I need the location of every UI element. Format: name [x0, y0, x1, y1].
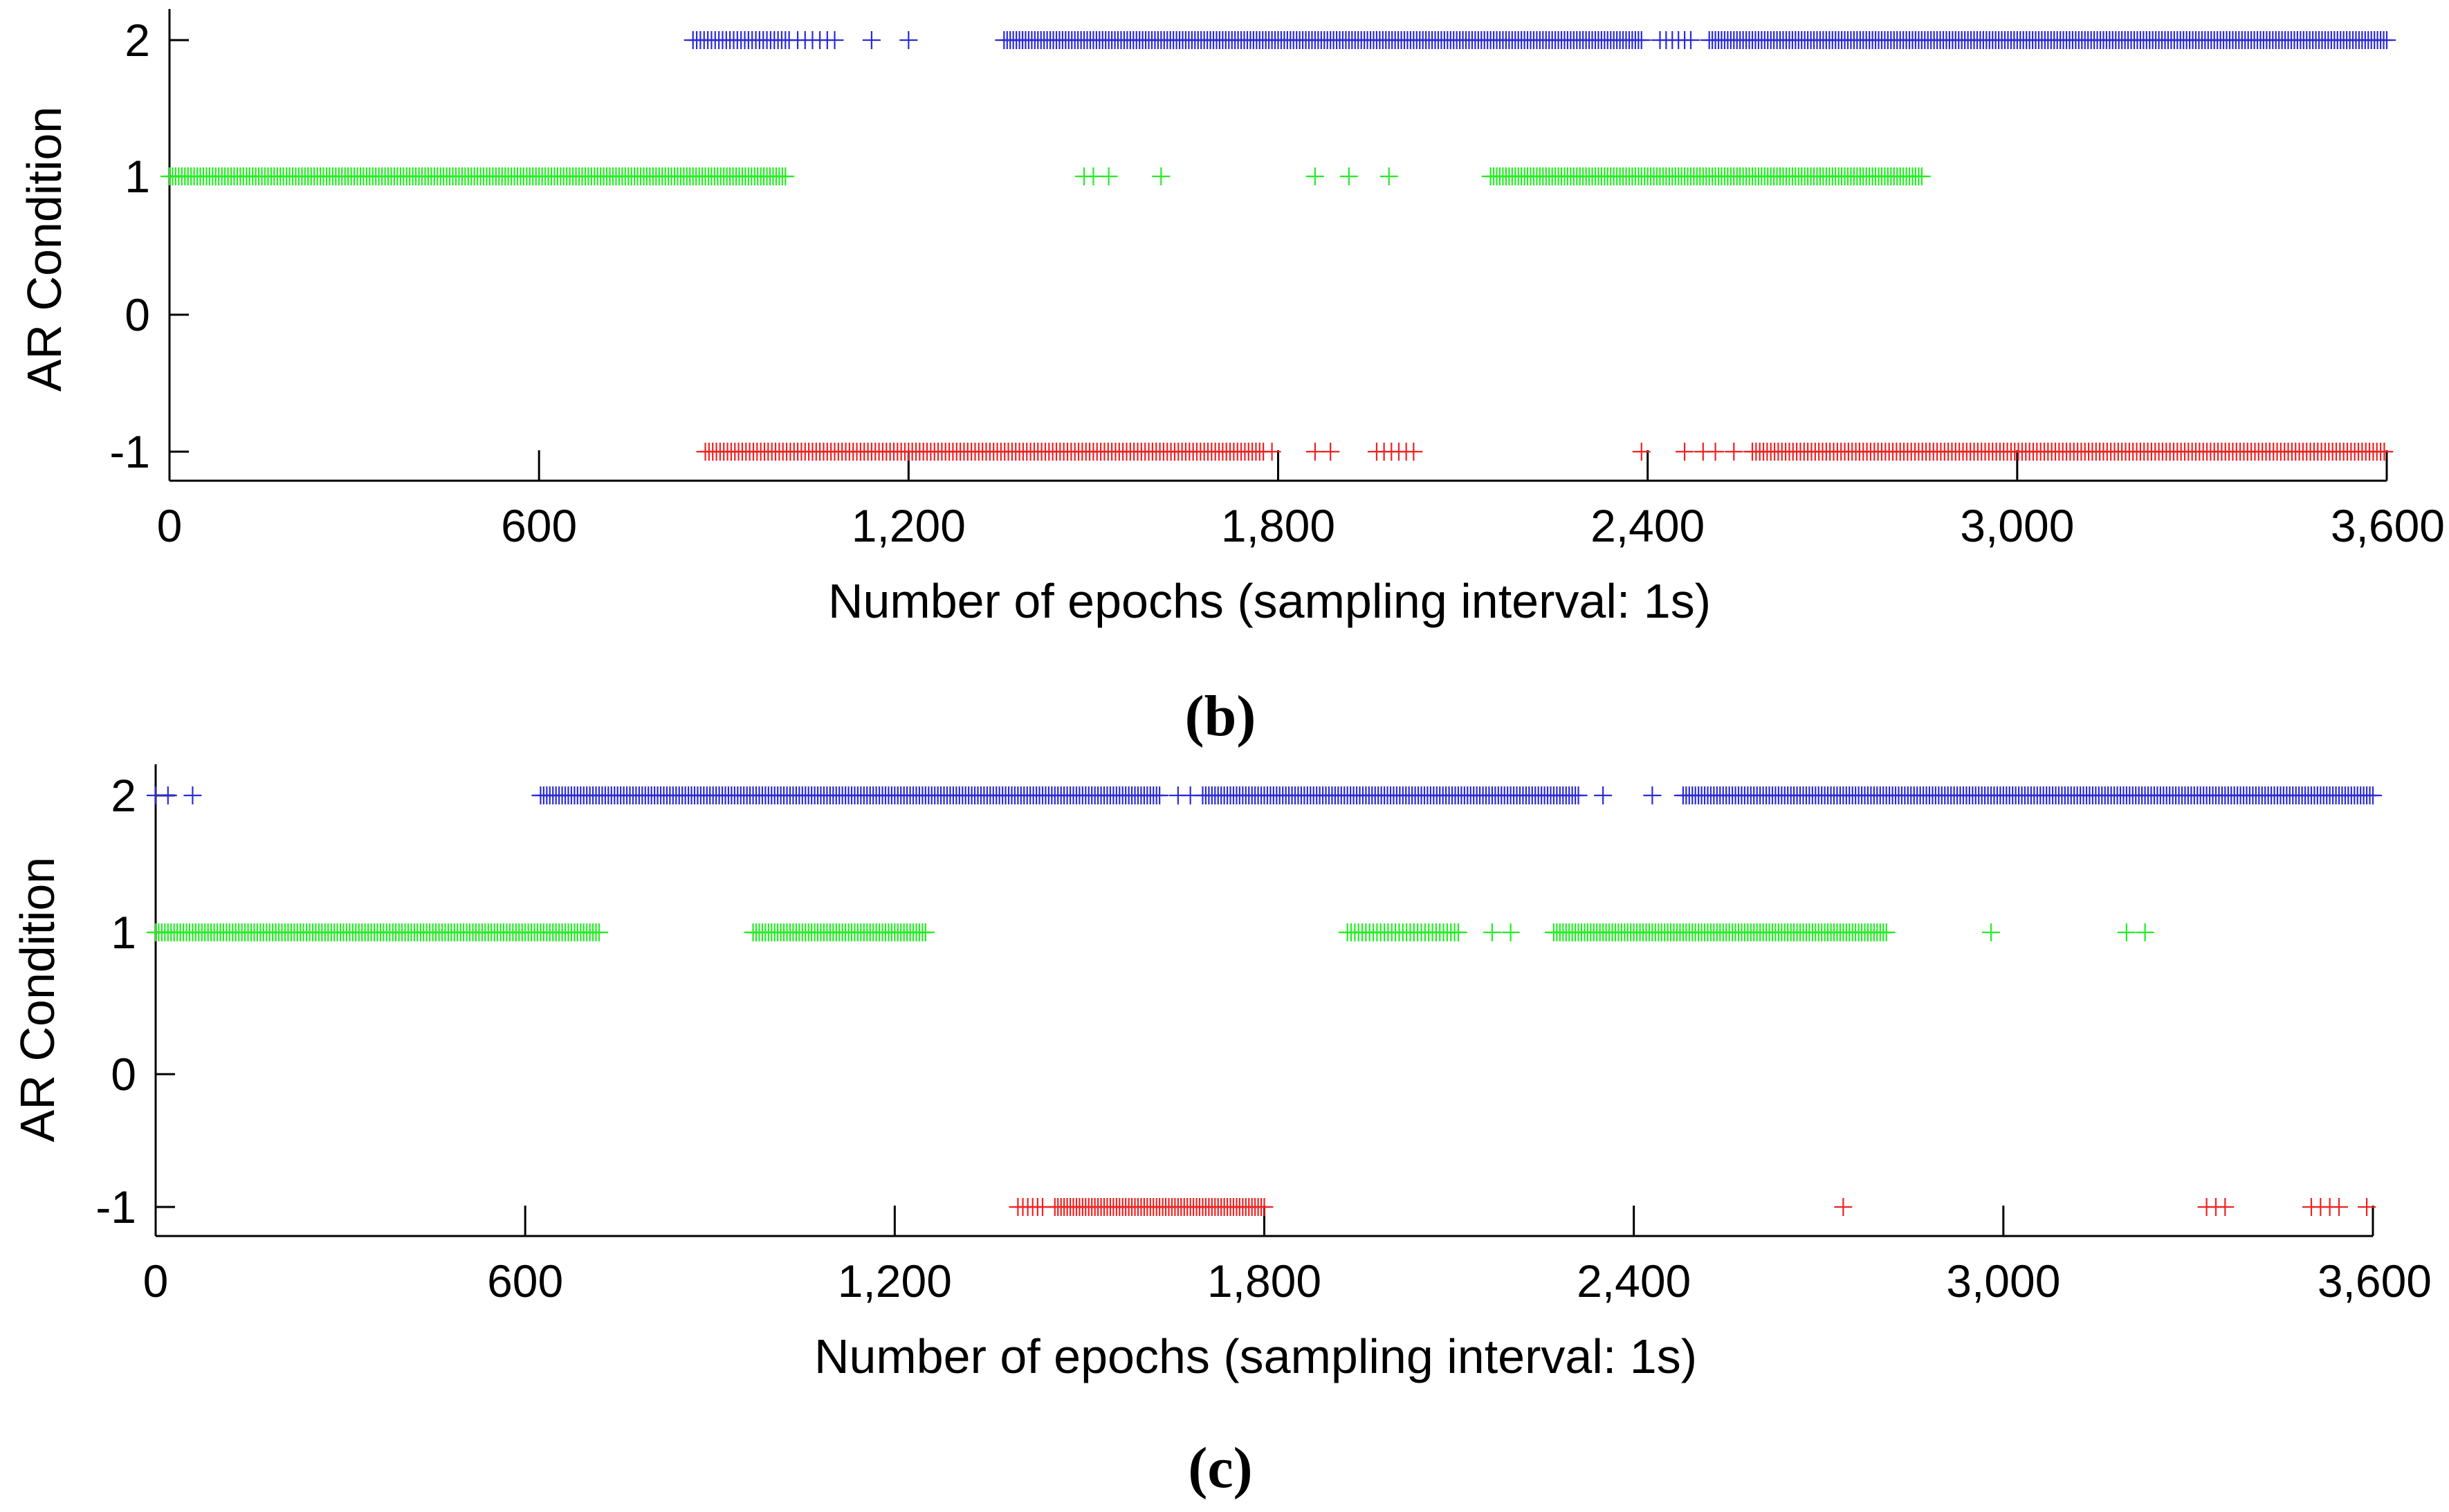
caption-paren-close-b: ) — [1236, 684, 1256, 748]
marker-b-0-469 — [899, 31, 918, 49]
marker-c-0-201 — [1150, 786, 1169, 804]
y-tick-label-c-3: -1 — [95, 1181, 136, 1233]
x-tick-label-b-3: 1,800 — [1221, 500, 1335, 551]
marker-c-2-75 — [1834, 1198, 1853, 1216]
series-c-1 — [147, 923, 2154, 941]
marker-b-1-346 — [1305, 167, 1324, 185]
marker-c-0-549 — [2364, 786, 2382, 804]
plot-area-c: 210-10 600 1,200 1,800 2,400 3,000 3,600 — [95, 764, 2432, 1307]
marker-b-1-343 — [1084, 167, 1103, 185]
series-c-0 — [147, 786, 2382, 804]
x-tick-label-c-6: 3,600 — [2318, 1255, 2432, 1307]
series-c-2 — [1009, 1198, 2376, 1216]
marker-b-1-344 — [1099, 167, 1118, 185]
x-tick-label-b-1: 600 — [501, 500, 577, 551]
x-axis-title-c: Number of epochs (sampling interval: 1s) — [814, 1329, 1697, 1383]
marker-c-0-551 — [158, 786, 177, 804]
marker-c-0-556 — [1643, 786, 1662, 804]
y-tick-label-b-1: 1 — [125, 151, 150, 202]
caption-letter-b: b — [1204, 684, 1237, 748]
marker-b-0-32 — [825, 31, 844, 49]
marker-c-0-324 — [1569, 786, 1588, 804]
panel-caption-b: (b) — [1185, 684, 1256, 748]
series-b-1 — [160, 167, 1931, 185]
y-axis-title-c: AR Condition — [10, 857, 64, 1142]
marker-b-2-336 — [1706, 443, 1725, 461]
marker-c-1-343 — [1501, 923, 1520, 941]
marker-b-2-332 — [1321, 443, 1340, 461]
marker-b-0-470 — [1013, 31, 1032, 49]
chart-panel-b: 210-10 600 1,200 1,800 2,400 3,000 3,600 Numbe… — [17, 9, 2445, 748]
marker-b-0-468 — [862, 31, 881, 49]
marker-c-1-144 — [590, 923, 608, 941]
chart-panel-c: 210-10 600 1,200 1,800 2,400 3,000 3,600 Numbe… — [10, 764, 2432, 1500]
marker-b-2-331 — [1305, 443, 1324, 461]
marker-c-2-78 — [2216, 1198, 2235, 1216]
x-tick-label-c-2: 1,200 — [838, 1255, 952, 1307]
marker-b-1-200 — [776, 167, 795, 185]
x-axis-title-b: Number of epochs (sampling interval: 1s) — [828, 574, 1711, 628]
x-tick-label-c-0: 0 — [143, 1255, 169, 1307]
marker-c-1-346 — [2136, 923, 2154, 941]
y-tick-label-b-0: 2 — [125, 15, 150, 66]
marker-b-1-347 — [1339, 167, 1358, 185]
marker-c-1-341 — [1877, 923, 1896, 941]
marker-b-2-330 — [1263, 443, 1281, 461]
marker-b-0-246 — [1681, 31, 1700, 49]
x-tick-label-c-1: 600 — [487, 1255, 563, 1307]
y-tick-label-b-2: 0 — [125, 289, 150, 340]
series-b-0 — [684, 31, 2396, 49]
marker-b-2-329 — [2375, 443, 2394, 461]
marker-c-1-344 — [1982, 923, 2001, 941]
marker-c-1-232 — [1449, 923, 1467, 941]
marker-b-1-348 — [1379, 167, 1398, 185]
marker-c-1-345 — [2117, 923, 2136, 941]
marker-c-2-74 — [1255, 1198, 1274, 1216]
x-tick-label-b-2: 1,200 — [852, 500, 966, 551]
y-tick-label-b-3: -1 — [109, 426, 150, 477]
marker-c-1-201 — [916, 923, 935, 941]
x-tick-label-b-0: 0 — [157, 500, 183, 551]
x-tick-label-c-3: 1,800 — [1207, 1255, 1321, 1307]
caption-paren-close-c: ) — [1233, 1436, 1253, 1500]
y-axis-title-b: AR Condition — [17, 107, 71, 391]
x-tick-label-b-4: 2,400 — [1590, 500, 1705, 551]
marker-b-2-157 — [1404, 443, 1423, 461]
marker-c-2-83 — [2358, 1198, 2376, 1216]
marker-b-2-337 — [1725, 443, 1743, 461]
caption-letter-c: c — [1207, 1436, 1233, 1500]
marker-c-2-82 — [2330, 1198, 2349, 1216]
marker-b-2-334 — [1676, 443, 1694, 461]
marker-b-1-341 — [1912, 167, 1931, 185]
marker-c-1-342 — [1483, 923, 1501, 941]
x-tick-label-b-5: 3,000 — [1960, 500, 2074, 551]
marker-c-0-554 — [1181, 786, 1200, 804]
marker-c-0-555 — [1594, 786, 1613, 804]
marker-b-2-333 — [1632, 443, 1651, 461]
panel-caption-c: (c) — [1188, 1436, 1252, 1500]
marker-c-0-552 — [183, 786, 202, 804]
series-b-2 — [696, 443, 2394, 461]
y-tick-label-c-2: 0 — [111, 1049, 136, 1100]
marker-b-1-345 — [1152, 167, 1171, 185]
x-tick-label-b-6: 3,600 — [2331, 500, 2445, 551]
caption-paren-open-b: ( — [1185, 684, 1204, 748]
x-tick-label-c-4: 2,400 — [1577, 1255, 1691, 1307]
y-tick-label-c-0: 2 — [111, 770, 136, 821]
marker-b-0-467 — [2378, 31, 2396, 49]
plot-area-b: 210-10 600 1,200 1,800 2,400 3,000 3,600 — [109, 9, 2445, 551]
marker-b-0-240 — [1632, 31, 1651, 49]
x-tick-label-c-5: 3,000 — [1946, 1255, 2060, 1307]
y-tick-label-c-1: 1 — [111, 907, 136, 958]
caption-paren-open-c: ( — [1188, 1436, 1207, 1500]
